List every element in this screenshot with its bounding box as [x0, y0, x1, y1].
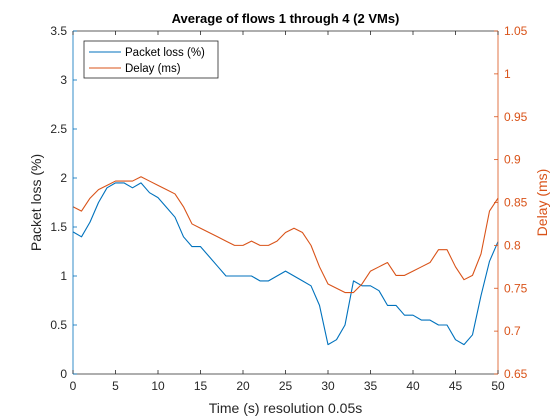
right-tick-label: 0.65 — [504, 367, 528, 381]
legend-label-packet-loss: Packet loss (%) — [125, 47, 205, 59]
x-tick-label: 30 — [321, 379, 335, 393]
x-axis-ticks: 0 5 10 15 20 25 30 35 40 45 50 — [70, 31, 505, 393]
right-tick-label: 0.9 — [504, 153, 521, 167]
left-tick-label: 2 — [60, 171, 67, 185]
left-tick-label: 3 — [60, 73, 67, 87]
x-tick-label: 5 — [112, 379, 119, 393]
series-line-delay — [72, 176, 499, 294]
left-tick-label: 0.5 — [50, 318, 67, 332]
legend-label-delay: Delay (ms) — [125, 63, 181, 75]
left-axis-ticks: 0 0.5 1 1.5 2 2.5 3 3.5 — [50, 24, 77, 381]
x-tick-label: 50 — [491, 379, 505, 393]
x-tick-label: 20 — [236, 379, 250, 393]
left-y-axis-label: Packet loss (%) — [28, 154, 44, 251]
right-y-axis-label: Delay (ms) — [534, 169, 550, 237]
legend: Packet loss (%) Delay (ms) — [83, 40, 219, 79]
x-tick-label: 10 — [151, 379, 165, 393]
x-tick-label: 40 — [406, 379, 420, 393]
left-tick-label: 1 — [60, 269, 67, 283]
series-line-packet-loss — [72, 182, 499, 346]
chart-title: Average of flows 1 through 4 (2 VMs) — [172, 11, 400, 26]
left-tick-label: 3.5 — [50, 24, 67, 38]
x-tick-label: 0 — [70, 379, 77, 393]
x-axis-label: Time (s) resolution 0.05s — [209, 400, 363, 416]
legend-box — [83, 40, 219, 79]
x-tick-label: 45 — [449, 379, 463, 393]
left-tick-label: 0 — [60, 367, 67, 381]
series-layer — [72, 176, 499, 346]
x-tick-label: 25 — [279, 379, 293, 393]
right-tick-label: 0.8 — [504, 238, 521, 252]
plot-area — [73, 31, 498, 374]
left-tick-label: 1.5 — [50, 220, 67, 234]
x-tick-label: 15 — [194, 379, 208, 393]
right-tick-label: 1.05 — [504, 24, 528, 38]
right-tick-label: 0.7 — [504, 324, 521, 338]
right-tick-label: 0.75 — [504, 281, 528, 295]
right-tick-label: 0.85 — [504, 196, 528, 210]
right-axis-ticks: 0.65 0.7 0.75 0.8 0.85 0.9 0.95 1 1.05 — [494, 24, 528, 381]
right-tick-label: 1 — [504, 67, 511, 81]
left-tick-label: 2.5 — [50, 122, 67, 136]
x-tick-label: 35 — [364, 379, 378, 393]
right-tick-label: 0.95 — [504, 110, 528, 124]
